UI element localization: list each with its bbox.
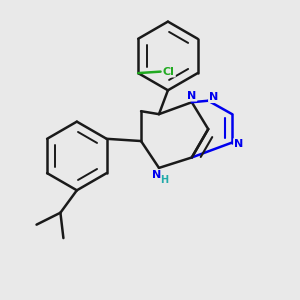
Text: Cl: Cl [163, 67, 175, 76]
Text: N: N [209, 92, 218, 102]
Text: H: H [160, 175, 168, 185]
Text: N: N [234, 139, 243, 149]
Text: N: N [152, 170, 161, 180]
Text: N: N [187, 91, 196, 101]
